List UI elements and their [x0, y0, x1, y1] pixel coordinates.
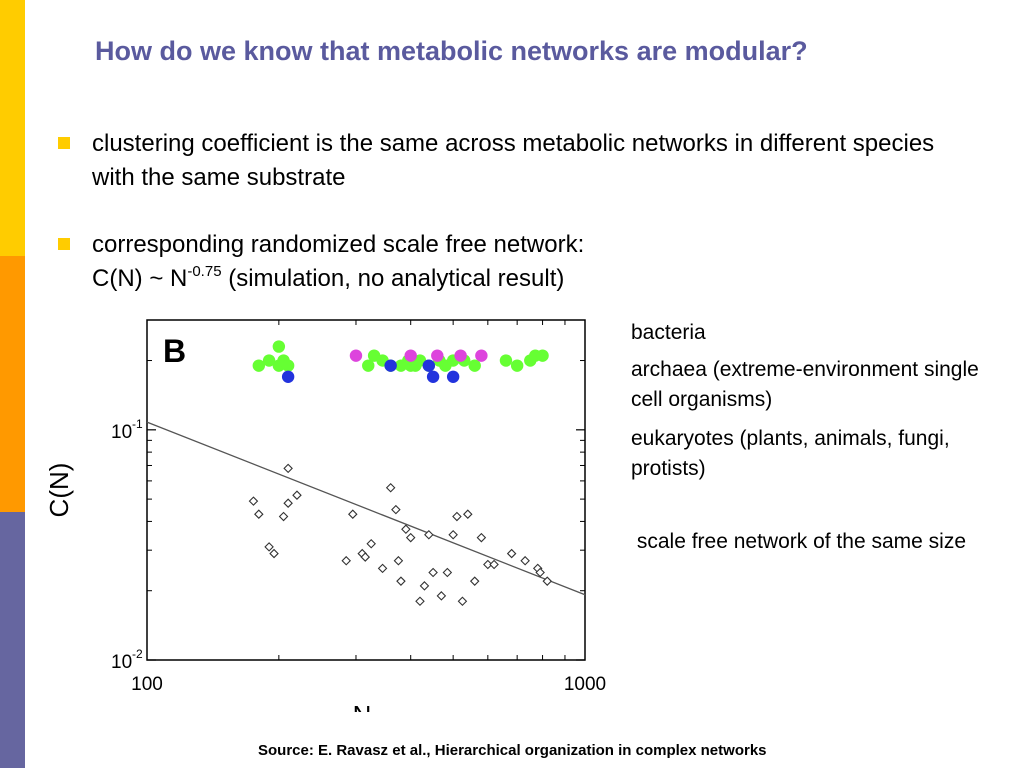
data-point: [281, 359, 295, 372]
scale-free-point: [391, 504, 401, 515]
scale-free-point: [341, 555, 351, 566]
accent-bar-yellow: [0, 0, 25, 256]
data-point: [510, 359, 524, 372]
data-point: [384, 359, 397, 372]
scale-free-point: [483, 559, 493, 570]
scale-free-point: [248, 496, 259, 506]
scale-free-point: [283, 463, 293, 474]
scale-free-point: [377, 563, 388, 574]
data-point: [362, 359, 375, 372]
scale-free-point: [436, 591, 447, 601]
legend-archaea: archaea (extreme-environment single cell…: [631, 358, 979, 411]
data-point: [431, 349, 444, 362]
scale-free-point: [393, 555, 404, 566]
formula-prefix: C(N) ~ N: [92, 265, 188, 292]
scale-free-point: [542, 576, 553, 586]
scale-free-point: [366, 538, 376, 549]
accent-bar-purple: [0, 512, 25, 768]
x-tick-label: 100: [131, 674, 163, 695]
data-point: [272, 340, 286, 353]
legend-bacteria: bacteria: [631, 321, 706, 344]
x-axis-label: N: [353, 700, 372, 712]
scale-free-point: [415, 596, 425, 607]
scale-free-point: [278, 511, 289, 522]
bullet-clustering: clustering coefficient is the same acros…: [58, 127, 958, 195]
formula-exponent: -0.75: [187, 263, 222, 280]
scale-free-point: [385, 483, 396, 493]
source-citation: Source: E. Ravasz et al., Hierarchical o…: [258, 742, 767, 759]
scale-free-point: [448, 529, 458, 540]
scale-free-point: [489, 559, 499, 570]
y-tick-label: 10: [111, 422, 132, 443]
data-point: [404, 349, 417, 362]
bullet-randomized: corresponding randomized scale free netw…: [58, 228, 958, 296]
data-point: [422, 359, 436, 372]
scale-free-point: [535, 567, 545, 578]
scale-free-point: [348, 509, 358, 519]
y-tick-exponent: -1: [132, 417, 143, 431]
data-point: [252, 359, 266, 372]
scale-free-point: [405, 532, 416, 543]
data-point: [475, 349, 488, 362]
bullet-line1: corresponding randomized scale free netw…: [92, 231, 585, 258]
scale-free-point: [506, 548, 517, 559]
scale-free-point: [269, 548, 279, 559]
data-point: [262, 354, 276, 367]
bullet-text: corresponding randomized scale free netw…: [92, 228, 958, 296]
data-point: [446, 370, 460, 383]
data-point: [468, 359, 481, 372]
scale-free-point: [469, 576, 480, 586]
formula-suffix: (simulation, no analytical result): [221, 265, 565, 292]
data-point: [499, 354, 513, 367]
legend-scale-free: scale free network of the same size: [631, 530, 966, 553]
scatter-chart: 10-210-11001000NC(N)B: [44, 319, 606, 712]
slide-title: How do we know that metabolic networks a…: [95, 36, 808, 66]
data-point: [349, 349, 363, 362]
fit-line: [146, 421, 586, 596]
scale-free-point: [401, 524, 411, 534]
scale-free-point: [520, 555, 530, 566]
scale-free-point: [396, 576, 406, 586]
scale-free-point: [476, 532, 487, 543]
bullet-text: clustering coefficient is the same acros…: [92, 130, 935, 191]
plot-frame: [146, 319, 586, 661]
scale-free-point: [463, 509, 473, 519]
y-axis-label: C(N): [44, 463, 74, 518]
bullet-square-icon: [58, 137, 70, 149]
accent-bar-orange: [0, 256, 25, 512]
scale-free-point: [419, 581, 430, 591]
data-point: [426, 370, 440, 383]
scale-free-point: [428, 567, 438, 578]
scale-free-point: [457, 596, 468, 607]
scale-free-point: [283, 498, 293, 508]
scale-free-point: [452, 511, 462, 522]
x-tick-label: 1000: [564, 674, 606, 695]
scale-free-point: [254, 509, 264, 519]
data-point: [536, 349, 549, 362]
data-point: [454, 349, 467, 362]
scale-free-point: [442, 567, 453, 578]
bullet-square-icon: [58, 238, 70, 250]
scale-free-point: [424, 529, 434, 540]
scale-free-point: [360, 552, 371, 562]
data-point: [281, 370, 295, 383]
scale-free-point: [292, 490, 302, 500]
y-tick-label: 10: [111, 652, 132, 673]
legend-eukaryotes: eukaryotes (plants, animals, fungi, prot…: [631, 427, 950, 480]
panel-label: B: [163, 333, 186, 369]
scale-free-point: [264, 542, 274, 552]
y-tick-exponent: -2: [132, 647, 143, 661]
